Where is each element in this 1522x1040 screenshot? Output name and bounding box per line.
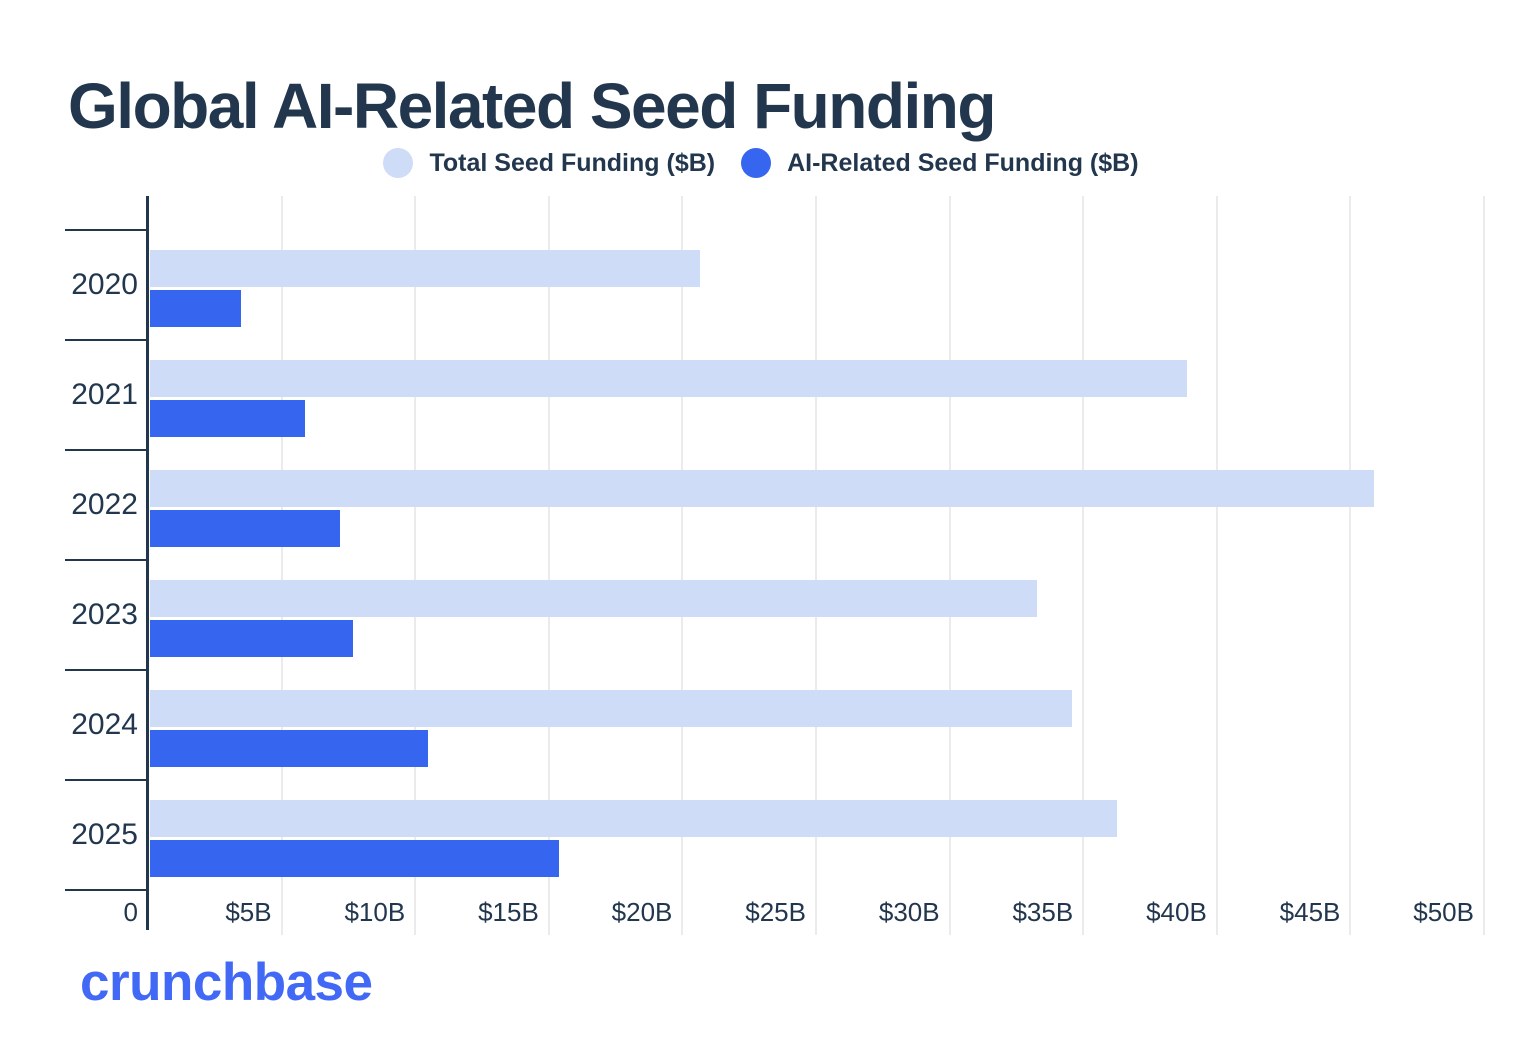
year-label-2023: 2023	[71, 598, 138, 631]
bar-ai-2024	[150, 730, 428, 767]
bar-ai-2022	[150, 510, 340, 547]
legend-item-ai: AI-Related Seed Funding ($B)	[741, 148, 1139, 178]
x-tick-label-$10B: $10B	[344, 897, 406, 927]
bar-ai-2021	[150, 400, 305, 437]
category-tick	[65, 889, 146, 891]
year-label-2025: 2025	[71, 818, 138, 851]
legend-dot-total-icon	[383, 148, 414, 178]
gridline-$25B	[815, 196, 817, 935]
category-tick	[65, 449, 146, 451]
bar-ai-2025	[150, 840, 559, 877]
y-axis-line	[146, 196, 149, 930]
legend: Total Seed Funding ($B) AI-Related Seed …	[0, 148, 1522, 178]
bar-total-2025	[150, 800, 1118, 837]
gridline-$5B	[280, 196, 283, 935]
legend-item-total: Total Seed Funding ($B)	[383, 148, 715, 178]
category-tick	[65, 559, 146, 561]
year-label-2024: 2024	[71, 708, 138, 741]
x-tick-label-$40B: $40B	[1146, 897, 1207, 927]
legend-dot-ai-icon	[741, 148, 772, 178]
bar-total-2024	[150, 690, 1072, 727]
gridline-$20B	[681, 196, 684, 935]
year-label-2020: 2020	[71, 268, 138, 301]
x-tick-label-$35B: $35B	[1012, 897, 1074, 927]
x-tick-label-0: 0	[123, 897, 138, 927]
x-tick-label-$5B: $5B	[225, 897, 272, 927]
bar-total-2023	[150, 580, 1038, 617]
gridline-$15B	[547, 196, 550, 935]
gridline-$10B	[414, 196, 417, 935]
bar-total-2021	[150, 360, 1187, 397]
gridline-$30B	[948, 196, 951, 935]
gridline-$50B	[1483, 196, 1485, 935]
x-tick-label-$50B: $50B	[1413, 897, 1474, 927]
x-tick-label-$45B: $45B	[1279, 897, 1341, 927]
category-tick	[65, 339, 146, 341]
year-label-2022: 2022	[71, 488, 138, 521]
bar-ai-2020	[150, 290, 241, 327]
year-label-2021: 2021	[71, 378, 138, 411]
category-tick	[65, 229, 146, 231]
legend-label-total: Total Seed Funding ($B)	[429, 148, 716, 177]
gridline-$40B	[1215, 196, 1218, 935]
chart-title: Global AI-Related Seed Funding	[68, 69, 996, 142]
bar-total-2022	[150, 470, 1374, 507]
legend-label-ai: AI-Related Seed Funding ($B)	[787, 148, 1139, 177]
bar-ai-2023	[150, 620, 354, 657]
gridline-$35B	[1082, 196, 1085, 935]
x-tick-label-$25B: $25B	[745, 897, 806, 927]
crunchbase-logo: crunchbase	[80, 953, 373, 1012]
x-tick-label-$20B: $20B	[611, 897, 673, 927]
x-tick-label-$30B: $30B	[878, 897, 940, 927]
gridline-$45B	[1349, 196, 1352, 935]
bar-total-2020	[150, 250, 701, 287]
x-tick-label-$15B: $15B	[478, 897, 539, 927]
category-tick	[65, 779, 146, 781]
category-tick	[65, 669, 146, 671]
